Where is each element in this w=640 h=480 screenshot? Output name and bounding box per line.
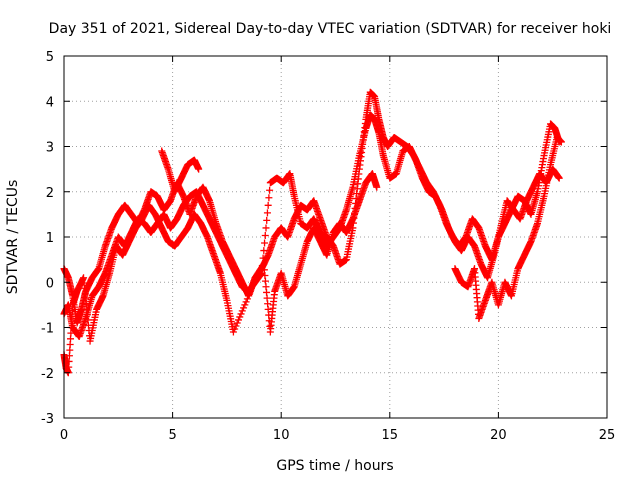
axis-ticks bbox=[63, 55, 608, 419]
data-point bbox=[261, 239, 269, 247]
data-point bbox=[234, 316, 242, 324]
data-point bbox=[263, 216, 271, 224]
data-point bbox=[237, 310, 245, 318]
y-tick-label: 1 bbox=[46, 231, 54, 246]
data-point bbox=[240, 304, 248, 312]
data-point bbox=[266, 186, 274, 194]
data-point bbox=[195, 165, 203, 173]
satellite-track-2 bbox=[60, 111, 563, 341]
y-axis-label: SDTVAR / TECUs bbox=[5, 180, 21, 295]
data-point bbox=[262, 224, 270, 232]
data-point bbox=[242, 298, 250, 306]
data-point bbox=[264, 201, 272, 209]
data-point bbox=[265, 194, 273, 202]
y-tick-label: -2 bbox=[41, 367, 54, 382]
y-tick-label: -1 bbox=[41, 322, 54, 337]
y-tick-label: -3 bbox=[41, 412, 54, 427]
x-tick-label: 5 bbox=[168, 428, 176, 443]
x-tick-label: 0 bbox=[60, 428, 68, 443]
x-tick-label: 20 bbox=[490, 428, 507, 443]
y-tick-label: 2 bbox=[46, 186, 54, 201]
x-tick-label: 25 bbox=[599, 428, 616, 443]
data-point bbox=[243, 295, 251, 303]
x-tick-label: 10 bbox=[273, 428, 290, 443]
data-point bbox=[557, 138, 565, 146]
satellite-track-4 bbox=[158, 147, 203, 196]
data-point bbox=[233, 319, 241, 327]
data-points bbox=[60, 88, 565, 377]
data-point bbox=[238, 307, 246, 315]
data-point bbox=[259, 254, 267, 262]
data-point bbox=[373, 183, 381, 191]
data-point bbox=[260, 247, 268, 255]
x-axis-label: GPS time / hours bbox=[276, 458, 393, 474]
y-tick-labels: -3 -2 -1 0 1 2 3 4 5 bbox=[41, 50, 54, 427]
x-tick-labels: 0 5 10 15 20 25 bbox=[60, 428, 615, 443]
y-tick-label: 4 bbox=[46, 95, 54, 110]
x-tick-label: 15 bbox=[382, 428, 399, 443]
data-point bbox=[229, 328, 237, 336]
y-tick-label: 0 bbox=[46, 276, 54, 291]
data-point bbox=[232, 322, 240, 330]
data-point bbox=[555, 174, 563, 182]
data-point bbox=[241, 301, 249, 309]
y-tick-label: 3 bbox=[46, 141, 54, 156]
data-point bbox=[236, 313, 244, 321]
chart-title: Day 351 of 2021, Sidereal Day-to-day VTE… bbox=[49, 21, 612, 37]
data-point bbox=[231, 325, 239, 333]
data-point bbox=[263, 209, 271, 217]
y-tick-label: 5 bbox=[46, 50, 54, 65]
data-point bbox=[259, 261, 267, 269]
satellite-track-3 bbox=[60, 133, 565, 377]
data-point bbox=[261, 231, 269, 239]
